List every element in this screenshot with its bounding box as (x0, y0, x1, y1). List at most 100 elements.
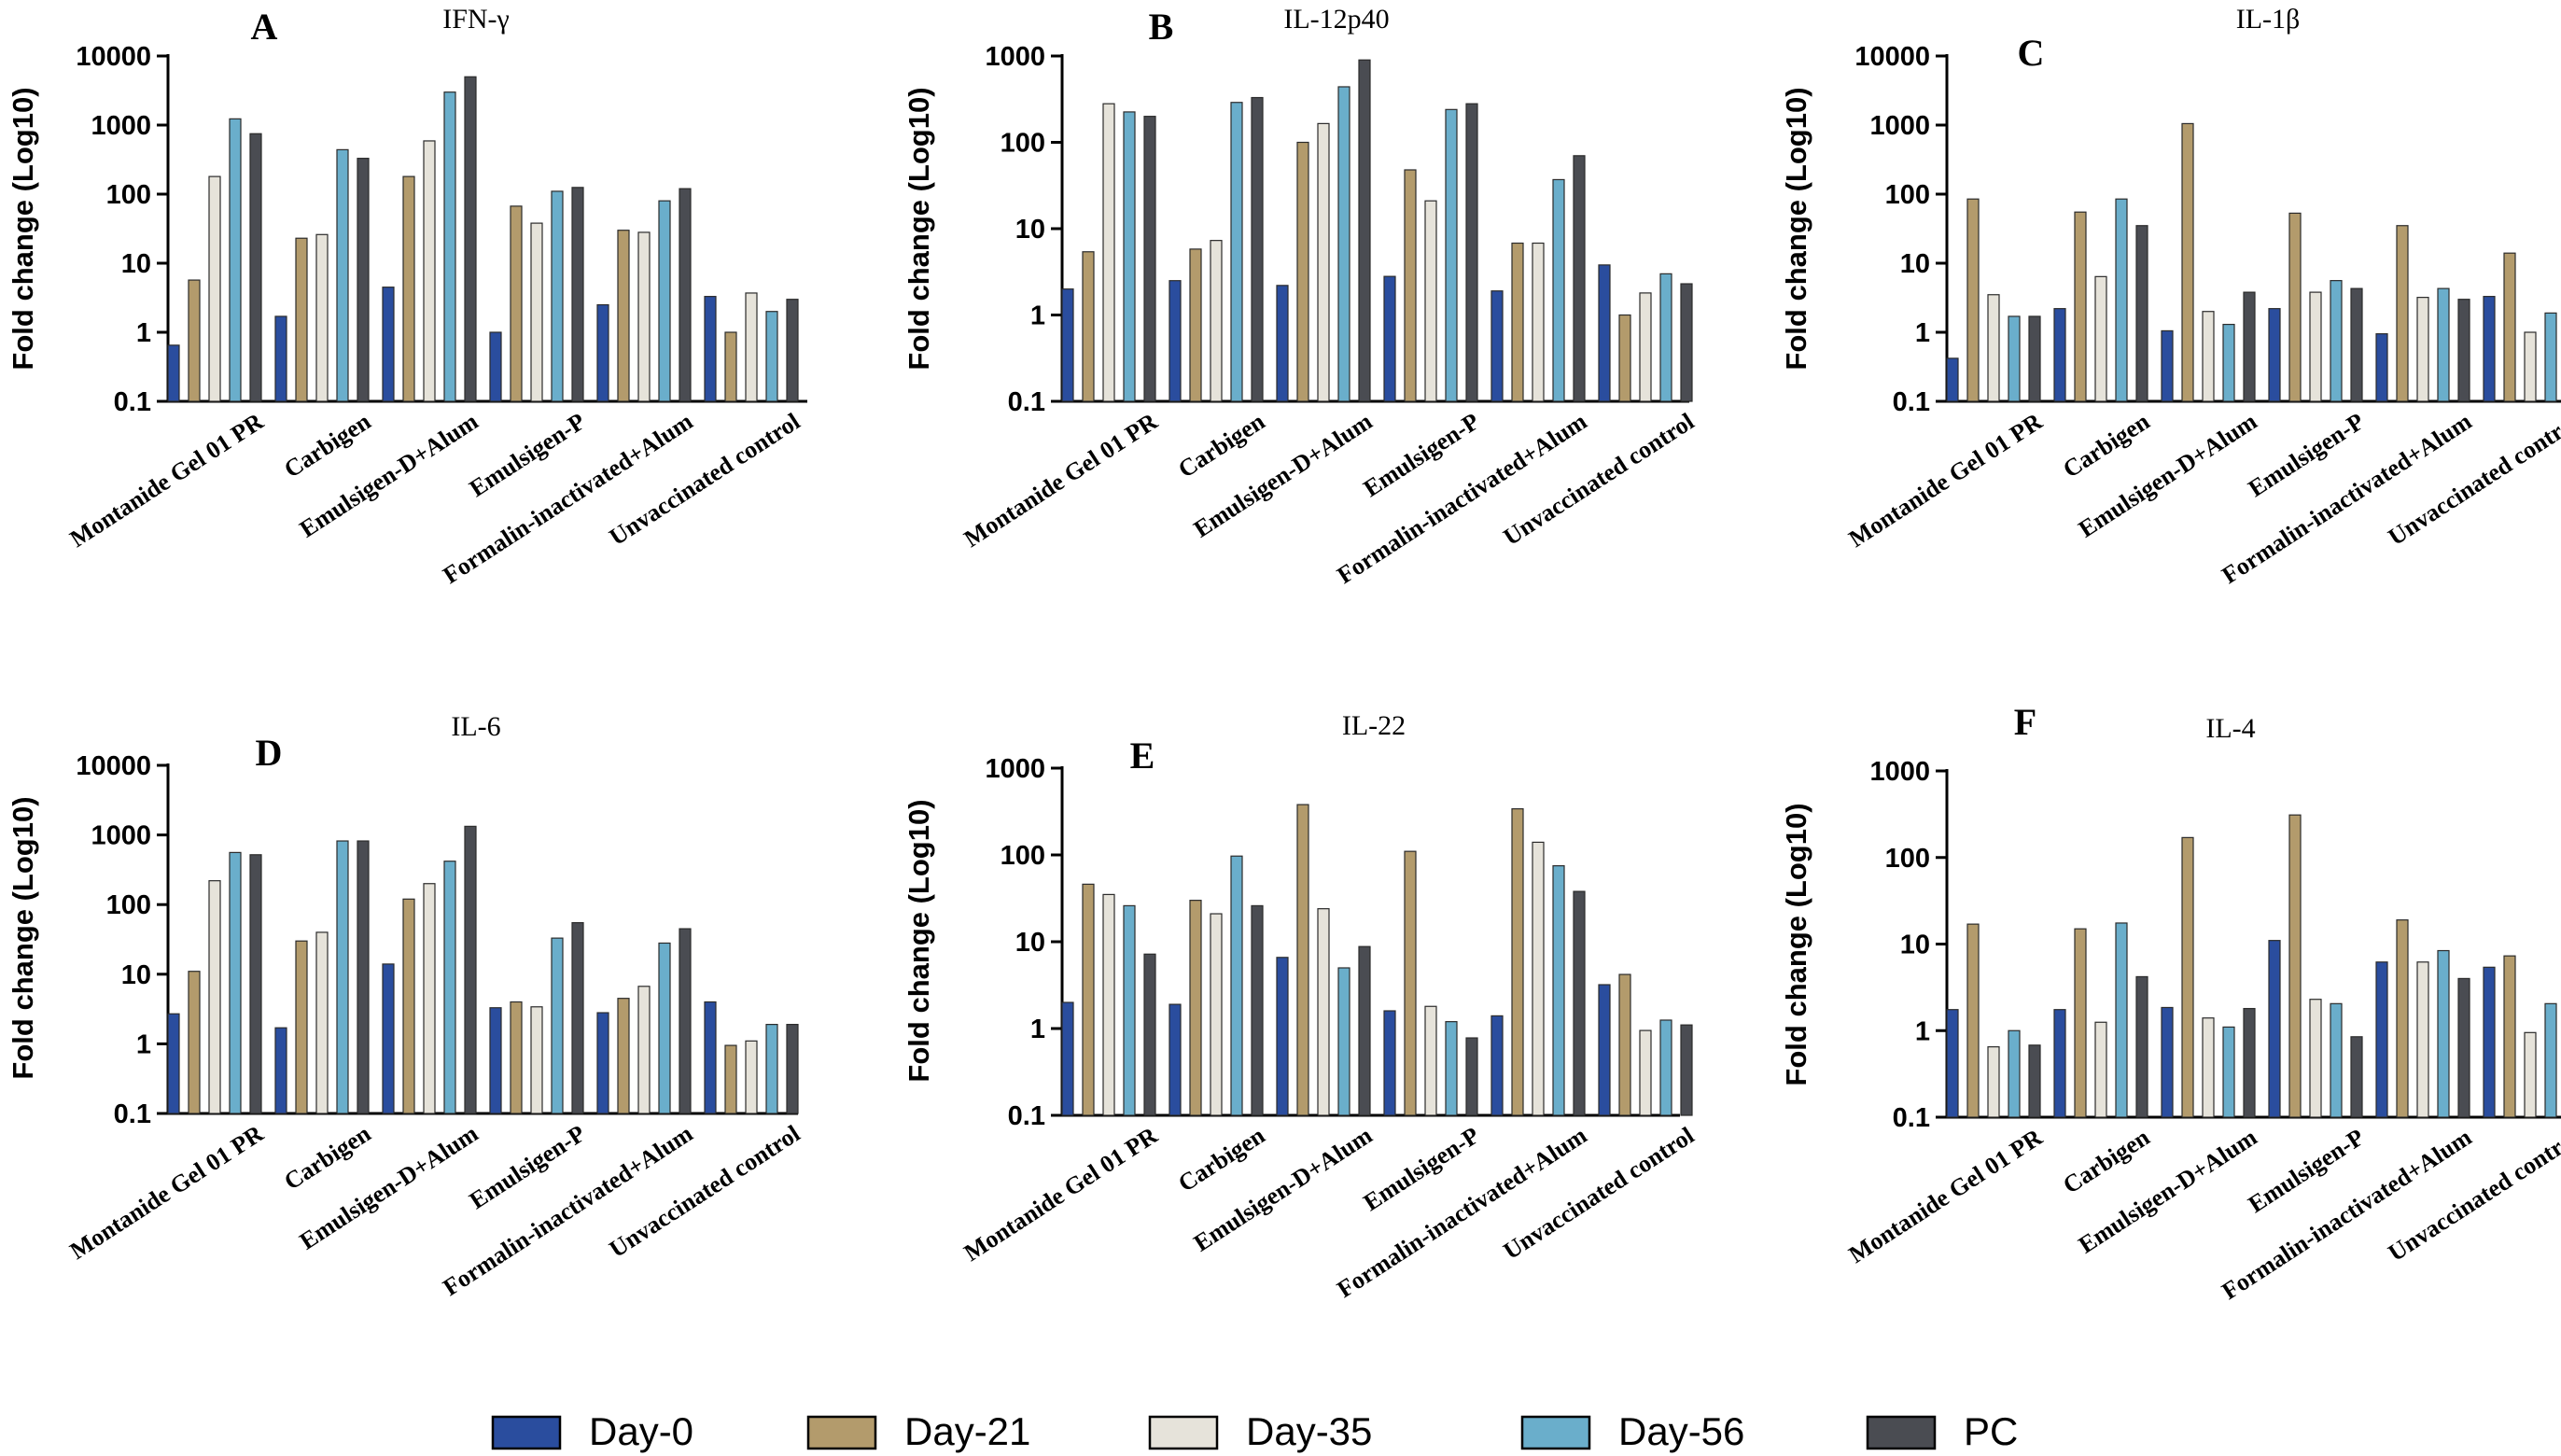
bar-pc (1143, 953, 1156, 1116)
bar-day-21 (617, 230, 630, 402)
bar-day-21 (1082, 883, 1095, 1116)
legend-swatch (1148, 1415, 1219, 1450)
bar-day-56 (765, 1024, 778, 1114)
category-label: Emulsigen-D+Alum (2074, 408, 2262, 543)
bar-day-0 (2375, 333, 2388, 402)
category-label: Carbigen (1173, 1121, 1269, 1197)
bar-day-35 (2416, 961, 2429, 1118)
category-label: Montanide Gel 01 PR (65, 408, 269, 553)
bar-day-56 (1659, 1019, 1672, 1116)
bar-day-35 (745, 1040, 758, 1114)
y-axis-label: Fold change (Log10) (1780, 87, 1812, 370)
bar-day-35 (1210, 240, 1223, 402)
bar-pc (1465, 1037, 1478, 1116)
y-tick-label: 100 (1001, 841, 1045, 871)
category-label: Montanide Gel 01 PR (959, 408, 1163, 553)
bar-day-56 (2330, 1002, 2343, 1118)
bar-day-56 (229, 851, 242, 1114)
bar-day-21 (2074, 211, 2087, 402)
bar-day-21 (188, 279, 201, 402)
bar-day-35 (1317, 122, 1330, 402)
bar-pc (1358, 59, 1371, 402)
bar-day-35 (2416, 297, 2429, 402)
bar-day-35 (530, 222, 543, 402)
y-tick-label: 1000 (91, 821, 151, 851)
bar-day-21 (2503, 252, 2516, 402)
bar-pc (2350, 287, 2363, 402)
bar-day-56 (2008, 1029, 2021, 1118)
bar-day-56 (2437, 949, 2450, 1118)
y-tick-label: 1 (136, 318, 151, 348)
bar-day-35 (1639, 292, 1652, 402)
panel-letter: E (1130, 735, 1155, 777)
bar-day-56 (2330, 280, 2343, 402)
bar-pc (571, 187, 584, 402)
bar-day-35 (2309, 999, 2322, 1118)
bar-pc (2350, 1036, 2363, 1118)
category-label: Montanide Gel 01 PR (959, 1122, 1163, 1267)
category-label: Emulsigen-D+Alum (1189, 408, 1378, 543)
y-tick-label: 1 (1030, 1015, 1045, 1044)
y-tick-label: 1 (1915, 1016, 1930, 1046)
bar-pc (2028, 315, 2041, 402)
category-label: Unvaccinated control (605, 1120, 805, 1263)
y-axis-label: Fold change (Log10) (1780, 803, 1812, 1085)
bar-day-35 (1532, 841, 1545, 1116)
category-label: Carbigen (279, 1119, 375, 1195)
category-label: Carbigen (1173, 407, 1269, 483)
y-tick-label: 1000 (985, 42, 1045, 72)
bar-day-0 (2161, 329, 2174, 402)
bar-day-56 (2115, 922, 2128, 1118)
chart-panel-C: IL-1β C Fold change (Log10) 0.1 1 10 100 1000 10… (1780, 4, 2561, 589)
bar-day-21 (724, 1044, 737, 1114)
bar-day-35 (423, 140, 436, 402)
category-label: Unvaccinated control (1499, 1122, 1700, 1265)
bar-day-56 (336, 148, 349, 402)
bar-day-35 (1317, 908, 1330, 1116)
category-label: Unvaccinated control (605, 408, 805, 551)
bar-day-0 (596, 303, 609, 402)
bar-day-21 (188, 971, 201, 1114)
bar-pc (571, 921, 584, 1114)
bar-day-56 (2544, 1002, 2557, 1118)
bar-day-0 (1490, 1015, 1504, 1116)
bar-day-35 (530, 1006, 543, 1114)
bar-pc (464, 76, 477, 402)
chart-panel-F: IL-4 F Fold change (Log10) 0.1 1 10 100 1000 Mon… (1780, 701, 2561, 1305)
bar-day-21 (1511, 807, 1524, 1116)
y-tick-label: 10 (1015, 928, 1045, 958)
bar-day-56 (229, 118, 242, 402)
chart-title: IL-22 (1342, 710, 1406, 741)
bar-day-35 (315, 931, 329, 1114)
bar-day-21 (1296, 804, 1309, 1116)
legend-item-pc: PC (1866, 1409, 2018, 1453)
bar-day-35 (1102, 893, 1115, 1116)
bar-day-21 (724, 331, 737, 402)
bar-day-0 (596, 1012, 609, 1114)
y-tick-label: 0.1 (1893, 1103, 1930, 1133)
bar-day-56 (1552, 178, 1565, 402)
bar-day-0 (2268, 308, 2281, 402)
y-tick-label: 1000 (91, 111, 151, 141)
y-tick-label: 0.1 (114, 1099, 151, 1129)
y-tick-label: 10 (1900, 931, 1930, 960)
bar-day-56 (1230, 855, 1243, 1116)
bar-day-56 (443, 91, 456, 402)
y-tick-label: 1000 (1869, 111, 1930, 141)
y-tick-label: 100 (1885, 844, 1930, 874)
bar-day-35 (2094, 1021, 2107, 1118)
category-label: Montanide Gel 01 PR (65, 1120, 269, 1265)
category-label: Emulsigen-D+Alum (295, 408, 483, 543)
bar-day-21 (1618, 973, 1631, 1116)
bar-pc (2457, 299, 2470, 402)
bar-day-21 (617, 998, 630, 1114)
bar-day-21 (1404, 169, 1417, 402)
legend-swatch (806, 1415, 877, 1450)
bar-pc (1465, 103, 1478, 402)
bar-day-0 (704, 296, 717, 402)
bar-day-21 (2503, 955, 2516, 1118)
bar-day-56 (765, 311, 778, 402)
bar-day-0 (1598, 984, 1611, 1116)
bar-day-56 (2222, 323, 2235, 402)
bar-day-0 (2161, 1006, 2174, 1118)
